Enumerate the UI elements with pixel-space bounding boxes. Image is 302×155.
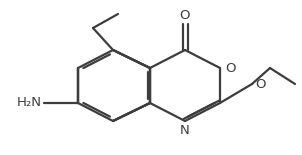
Text: H₂N: H₂N [17,97,42,109]
Text: N: N [180,124,190,137]
Text: O: O [180,9,190,22]
Text: O: O [255,78,265,91]
Text: O: O [225,62,236,75]
